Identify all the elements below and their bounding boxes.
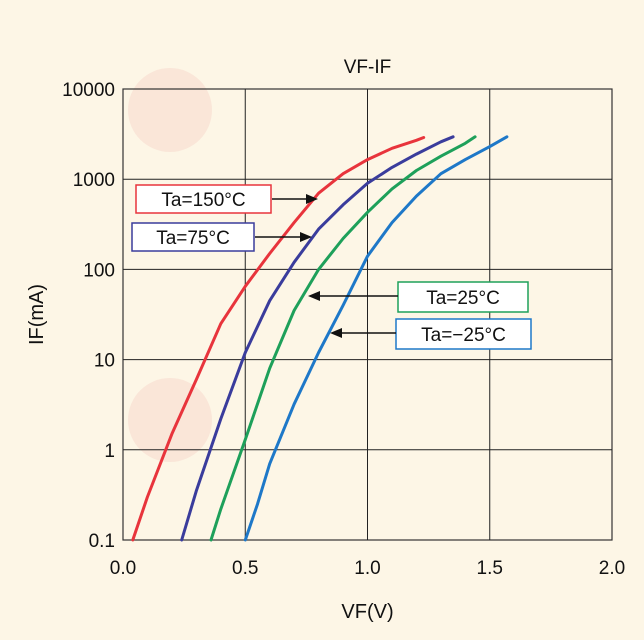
annotation-label: Ta=75°C bbox=[156, 228, 230, 249]
series-layer bbox=[131, 135, 509, 542]
series-line-2 bbox=[209, 135, 477, 542]
series-line-0 bbox=[131, 136, 426, 542]
arrowhead bbox=[330, 328, 342, 338]
annotation-layer: Ta=150°C Ta=75°C Ta=25°C Ta=−25°C bbox=[131, 184, 532, 350]
annotation-label: Ta=150°C bbox=[161, 190, 245, 211]
y-tick-label: 10000 bbox=[62, 80, 115, 101]
series-line-3 bbox=[243, 135, 509, 542]
series-line-1 bbox=[180, 135, 455, 542]
arrowhead bbox=[300, 232, 312, 242]
x-tick-label: 1.5 bbox=[477, 558, 503, 579]
chart-title: VF-IF bbox=[344, 57, 392, 78]
annotation-box bbox=[135, 184, 272, 214]
y-tick-label: 1000 bbox=[73, 170, 115, 191]
watermark-seal bbox=[128, 68, 212, 152]
watermark-layer bbox=[128, 68, 212, 462]
watermark-seal bbox=[128, 378, 212, 462]
annotation-box bbox=[395, 318, 532, 350]
annotation-box bbox=[397, 281, 529, 313]
x-tick-label: 0.0 bbox=[110, 558, 136, 579]
grid-layer bbox=[123, 89, 612, 540]
y-tick-label: 10 bbox=[94, 351, 115, 372]
tick-layer: 0.0 0.5 1.0 1.5 2.0 0.1 1 10 100 1000 10000 bbox=[62, 80, 625, 579]
y-tick-label: 0.1 bbox=[89, 531, 115, 552]
annotation-label: Ta=−25°C bbox=[421, 325, 506, 346]
y-tick-label: 1 bbox=[104, 441, 115, 462]
annotation-box bbox=[131, 222, 255, 252]
x-tick-label: 1.0 bbox=[354, 558, 380, 579]
arrowhead bbox=[306, 194, 318, 204]
arrowhead bbox=[308, 291, 320, 301]
y-axis-label: IF(mA) bbox=[26, 284, 48, 345]
x-tick-label: 2.0 bbox=[599, 558, 625, 579]
x-axis-label: VF(V) bbox=[341, 601, 393, 623]
x-tick-label: 0.5 bbox=[232, 558, 258, 579]
annotation-label: Ta=25°C bbox=[426, 288, 500, 309]
y-tick-label: 100 bbox=[83, 260, 115, 281]
